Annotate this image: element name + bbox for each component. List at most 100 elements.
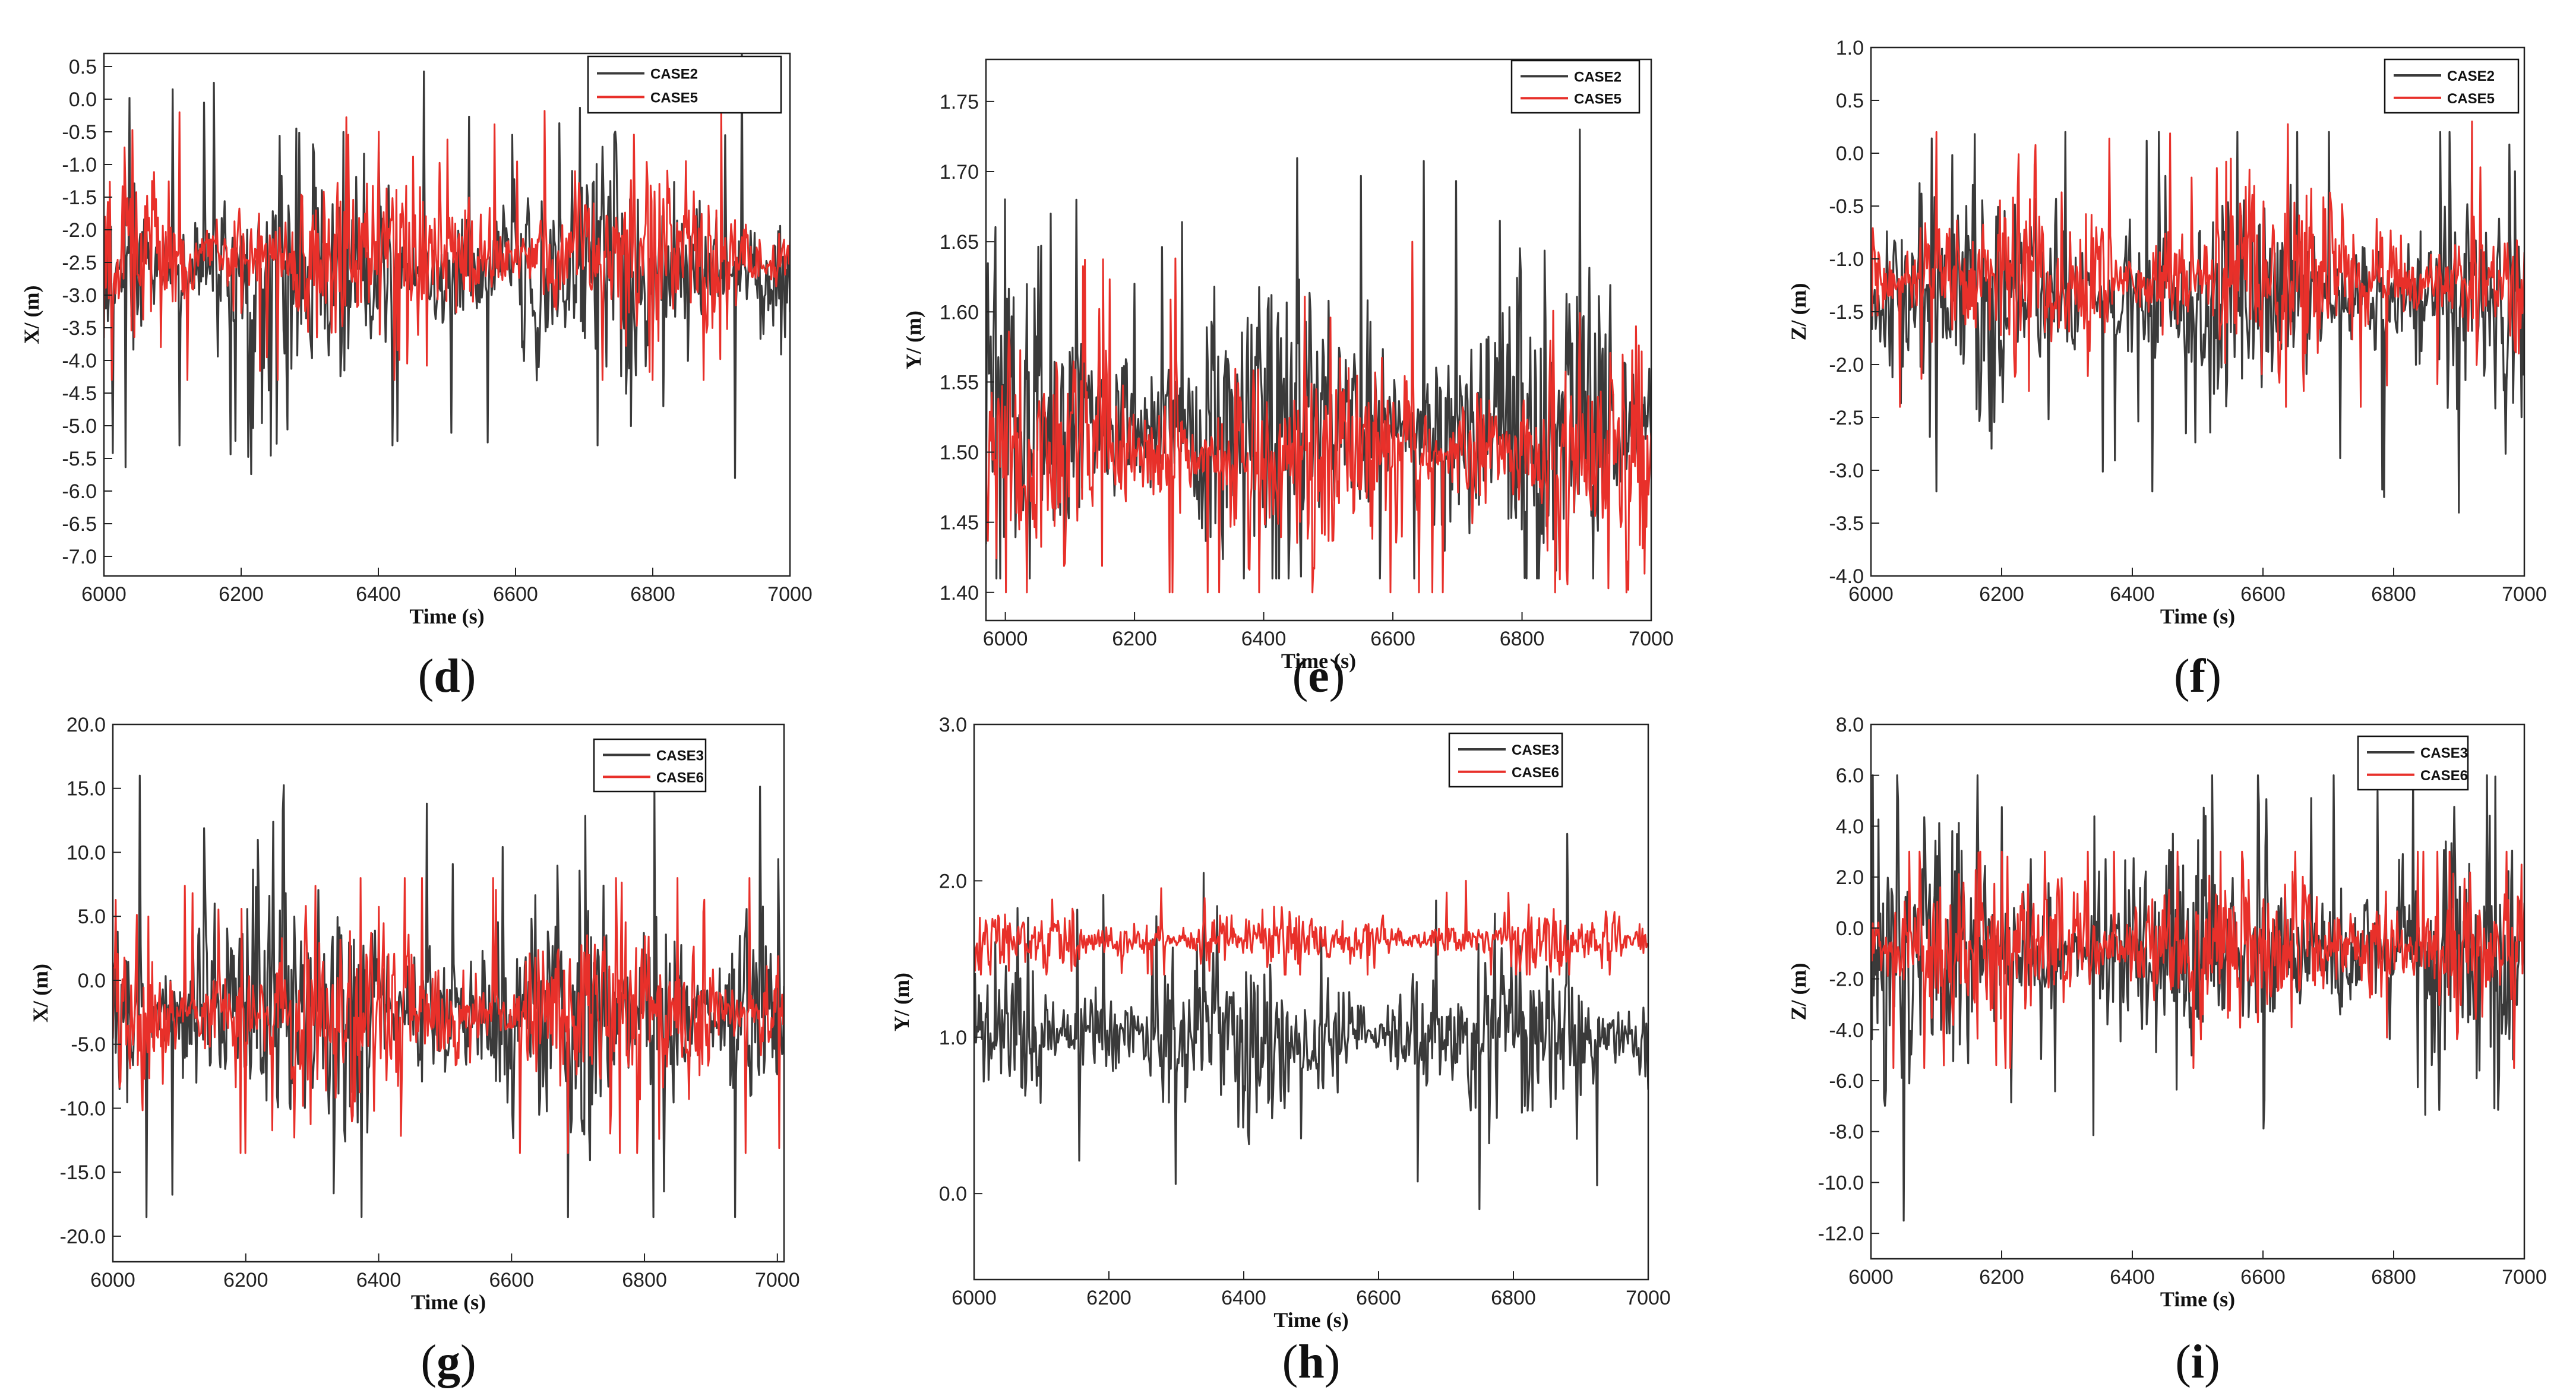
x-tick-label: 6400 bbox=[2110, 583, 2155, 606]
plot-frame bbox=[973, 723, 1649, 1281]
chart-panel-d: 6000 6200 6400 6600 6800 7000 0.5 0.0 -0.5 -1.0 -1… bbox=[20, 52, 813, 702]
chart-panel-i: 6000 6200 6400 6600 6800 7000 8.0 6.0 4.0 2.0 0.0 -… bbox=[1787, 714, 2547, 1388]
series-line-case5 bbox=[104, 105, 790, 381]
x-tick-label: 6000 bbox=[1848, 1266, 1894, 1288]
x-tick-label: 6000 bbox=[952, 1287, 997, 1309]
series-line-case5 bbox=[986, 240, 1651, 594]
legend-label-case3: CASE3 bbox=[1512, 742, 1559, 758]
chart-panel-e: 6000 6200 6400 6600 6800 7000 1.40 1.45 1.50 1.55… bbox=[902, 58, 1674, 702]
plot-frame bbox=[1870, 723, 2526, 1260]
y-tick-label: 0.0 bbox=[69, 88, 97, 111]
x-axis-title: Time (s) bbox=[2160, 604, 2235, 628]
x-tick-label: 6400 bbox=[356, 583, 401, 606]
x-tick-label: 7000 bbox=[1626, 1287, 1671, 1309]
y-tick-label: -5.5 bbox=[62, 448, 97, 470]
y-tick-label: 15.0 bbox=[67, 778, 106, 800]
chart-panel-g: 6000 6200 6400 6600 6800 7000 20.0 15.0 10.0 5.0 0… bbox=[29, 714, 800, 1388]
y-axis-title: Y/ (m) bbox=[902, 311, 925, 369]
y-tick-label: -3.5 bbox=[1829, 512, 1864, 535]
y-tick-label: -2.5 bbox=[1829, 407, 1864, 429]
y-tick-label: 8.0 bbox=[1836, 714, 1864, 736]
legend-box bbox=[2357, 735, 2469, 791]
y-tick-label: -3.0 bbox=[62, 284, 97, 307]
y-tick-label: 1.0 bbox=[1836, 37, 1864, 59]
x-tick-label: 6000 bbox=[90, 1269, 135, 1291]
y-axis-title: X/ (m) bbox=[20, 286, 43, 344]
x-tick-label: 6200 bbox=[1112, 628, 1157, 650]
series-line-case2 bbox=[1871, 131, 2524, 514]
plot-frame bbox=[112, 723, 785, 1263]
series-line-case3 bbox=[974, 832, 1648, 1211]
legend-label-case2: CASE2 bbox=[2447, 68, 2495, 84]
y-tick-label: -10.0 bbox=[1818, 1172, 1864, 1194]
legend-label-case3: CASE3 bbox=[656, 748, 704, 764]
x-tick-label: 7000 bbox=[2502, 1266, 2547, 1288]
legend-box bbox=[1510, 59, 1641, 114]
panel-label: (f) bbox=[2174, 650, 2221, 702]
series-line-case6 bbox=[113, 877, 784, 1154]
y-tick-label: -7.0 bbox=[62, 546, 97, 568]
x-tick-label: 6400 bbox=[1221, 1287, 1266, 1309]
y-tick-label: 1.70 bbox=[940, 161, 979, 183]
y-tick-label: -4.0 bbox=[1829, 1019, 1864, 1041]
panel-label: (i) bbox=[2175, 1336, 2220, 1388]
y-tick-label: -5.0 bbox=[62, 415, 97, 438]
x-tick-label: 6800 bbox=[1491, 1287, 1536, 1309]
y-tick-label: 2.0 bbox=[1836, 866, 1864, 889]
legend-label-case6: CASE6 bbox=[1512, 765, 1559, 781]
series-group bbox=[1871, 774, 2524, 1222]
x-tick-label: 7000 bbox=[755, 1269, 800, 1291]
y-tick-label: -2.0 bbox=[62, 219, 97, 242]
x-tick-label: 6800 bbox=[1500, 628, 1545, 650]
legend-box bbox=[587, 55, 782, 114]
x-tick-label: 6800 bbox=[622, 1269, 667, 1291]
legend: CASE2 CASE5 bbox=[1510, 59, 1641, 114]
x-tick-label: 6600 bbox=[493, 583, 538, 606]
plot-frame bbox=[103, 52, 791, 577]
y-tick-label: 4.0 bbox=[1836, 815, 1864, 838]
legend-label-case6: CASE6 bbox=[656, 770, 704, 786]
x-tick-label: 6400 bbox=[356, 1269, 402, 1291]
y-tick-label: 3.0 bbox=[939, 714, 967, 736]
series-group bbox=[986, 128, 1651, 594]
y-axis-title: X/ (m) bbox=[29, 964, 52, 1022]
legend-label-case5: CASE5 bbox=[1574, 91, 1622, 107]
y-tick-label: 1.45 bbox=[940, 512, 979, 534]
legend-box bbox=[593, 738, 707, 793]
y-tick-label: -10.0 bbox=[60, 1097, 106, 1120]
y-tick-label: 2.0 bbox=[939, 870, 967, 892]
legend: CASE3 CASE6 bbox=[2357, 735, 2469, 791]
x-tick-label: 6600 bbox=[1370, 628, 1415, 650]
legend-label-case2: CASE2 bbox=[1574, 69, 1622, 85]
x-axis-title: Time (s) bbox=[1281, 649, 1356, 673]
y-tick-label: 0.0 bbox=[939, 1183, 967, 1205]
x-tick-label: 6200 bbox=[223, 1269, 268, 1291]
y-tick-label: -0.5 bbox=[62, 121, 97, 144]
x-axis-title: Time (s) bbox=[409, 604, 484, 628]
x-tick-label: 6600 bbox=[2240, 1266, 2286, 1288]
y-tick-label: -4.0 bbox=[1829, 565, 1864, 588]
y-axis-title: Z/ (m) bbox=[1787, 963, 1810, 1021]
y-tick-label: -6.5 bbox=[62, 513, 97, 536]
y-tick-label: -4.0 bbox=[62, 350, 97, 372]
y-tick-label: -20.0 bbox=[60, 1226, 106, 1248]
x-tick-label: 6200 bbox=[1979, 1266, 2024, 1288]
legend: CASE2 CASE5 bbox=[2384, 58, 2520, 114]
y-tick-label: 5.0 bbox=[78, 906, 106, 928]
x-tick-label: 6000 bbox=[81, 583, 127, 606]
chart-panel-f: 6000 6200 6400 6600 6800 7000 1.0 0.5 0.0 -0.5 -1.… bbox=[1787, 37, 2547, 702]
y-tick-label: 1.60 bbox=[940, 301, 979, 324]
y-tick-label: -1.5 bbox=[1829, 301, 1864, 324]
y-tick-label: -2.0 bbox=[1829, 968, 1864, 991]
series-group bbox=[1871, 121, 2524, 514]
y-tick-label: 0.5 bbox=[1836, 90, 1864, 112]
y-tick-label: 1.65 bbox=[940, 231, 979, 254]
y-tick-label: -6.0 bbox=[1829, 1070, 1864, 1093]
y-axis-title: Y/ (m) bbox=[890, 973, 914, 1031]
x-tick-label: 6600 bbox=[489, 1269, 534, 1291]
x-axis-title: Time (s) bbox=[1273, 1308, 1348, 1332]
x-tick-label: 6400 bbox=[2110, 1266, 2155, 1288]
legend: CASE3 CASE6 bbox=[593, 738, 707, 793]
panel-label: (h) bbox=[1282, 1336, 1341, 1388]
y-tick-label: -2.5 bbox=[62, 252, 97, 274]
